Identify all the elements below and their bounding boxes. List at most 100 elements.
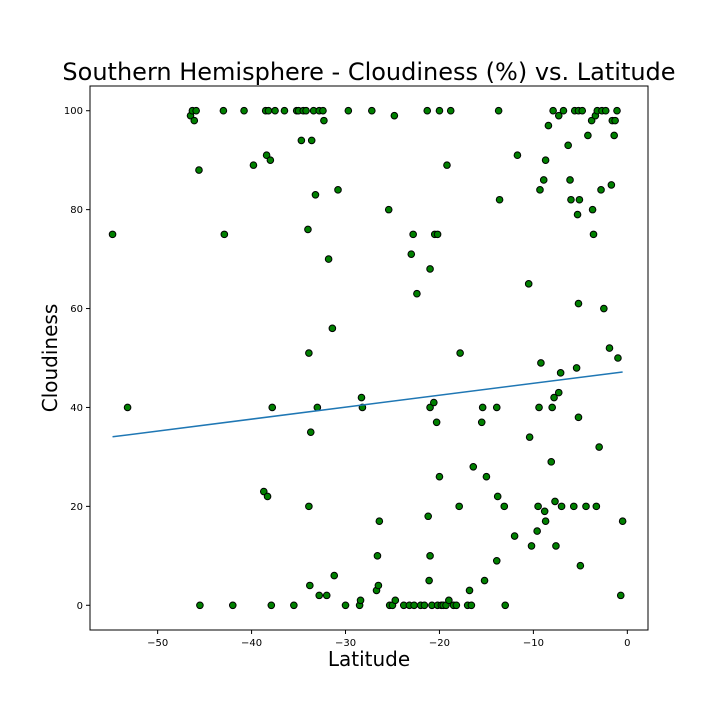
data-point — [559, 106, 568, 115]
data-point — [541, 517, 550, 526]
data-point — [482, 472, 491, 481]
data-point — [547, 458, 556, 466]
data-point — [271, 106, 279, 115]
x-tick-label: −10 — [523, 638, 544, 649]
data-point — [259, 487, 268, 496]
data-point — [368, 106, 376, 115]
data-point — [192, 106, 200, 115]
data-point — [493, 492, 502, 501]
data-point — [592, 502, 601, 511]
data-point — [575, 195, 584, 204]
data-point — [549, 106, 557, 115]
data-point — [480, 576, 489, 585]
data-point — [588, 205, 597, 214]
regression-line — [112, 371, 623, 438]
data-point — [550, 393, 558, 402]
data-point — [426, 552, 434, 560]
data-point — [426, 403, 434, 412]
data-point — [478, 403, 487, 412]
data-point — [249, 161, 258, 169]
data-point — [492, 556, 501, 565]
data-point — [456, 349, 464, 357]
data-point — [536, 186, 544, 194]
data-point — [569, 502, 578, 511]
data-point — [525, 433, 534, 441]
data-point — [330, 571, 339, 580]
data-point — [328, 324, 337, 333]
data-point — [108, 230, 117, 239]
y-tick-label: 0 — [77, 601, 83, 612]
data-point — [552, 542, 560, 550]
data-point — [495, 195, 504, 204]
data-point — [513, 151, 522, 160]
y-tick-label: 20 — [70, 502, 83, 513]
data-point — [305, 502, 313, 511]
data-point — [582, 502, 590, 511]
data-point — [280, 106, 289, 115]
data-point — [578, 106, 587, 115]
data-point — [492, 403, 501, 412]
data-point — [574, 299, 583, 308]
data-point — [391, 596, 400, 605]
data-point — [510, 532, 519, 540]
data-point — [315, 591, 324, 600]
y-tick-label: 80 — [70, 205, 83, 216]
data-point — [527, 542, 536, 550]
data-point — [443, 161, 451, 169]
data-point — [430, 398, 438, 407]
data-point — [196, 601, 204, 610]
plot-area — [89, 85, 649, 631]
data-point — [409, 230, 417, 239]
data-point — [219, 106, 228, 115]
data-point — [420, 601, 429, 610]
data-point — [607, 181, 616, 189]
data-point — [410, 601, 418, 610]
data-point — [500, 502, 509, 511]
data-point — [220, 230, 229, 239]
data-point — [374, 581, 383, 590]
data-point — [610, 131, 618, 140]
y-tick-label: 60 — [70, 304, 83, 315]
data-point — [319, 106, 327, 115]
data-point — [556, 369, 565, 377]
data-point — [467, 601, 476, 610]
data-point — [407, 250, 416, 258]
data-point — [534, 502, 542, 511]
data-point — [306, 581, 314, 590]
y-axis-label: Cloudiness — [38, 304, 62, 413]
data-point — [535, 403, 543, 412]
data-point — [390, 111, 399, 120]
data-point — [320, 116, 328, 125]
x-tick-label: 0 — [624, 638, 630, 649]
data-point — [263, 492, 272, 501]
data-point — [190, 116, 199, 125]
x-tick-label: −50 — [147, 638, 168, 649]
data-point — [302, 106, 310, 115]
data-point — [465, 586, 474, 595]
data-point — [557, 502, 566, 511]
x-tick-label: −20 — [429, 638, 450, 649]
data-point — [548, 403, 556, 412]
data-point — [469, 463, 478, 471]
data-point — [589, 230, 598, 239]
data-point — [305, 349, 313, 357]
data-point — [618, 517, 627, 526]
data-point — [614, 354, 622, 362]
data-point — [616, 591, 625, 600]
data-point — [356, 596, 365, 605]
data-point — [554, 111, 563, 120]
data-point — [306, 428, 315, 436]
data-point — [344, 106, 353, 115]
data-point — [524, 280, 533, 288]
data-point — [452, 601, 461, 610]
data-points — [108, 106, 627, 610]
data-point — [264, 106, 273, 115]
data-point — [567, 195, 575, 204]
y-tick-label: 100 — [64, 106, 83, 117]
data-point — [584, 131, 592, 140]
data-point — [445, 596, 453, 605]
data-point — [334, 186, 342, 194]
data-point — [551, 497, 559, 506]
data-point — [554, 388, 563, 397]
data-point — [540, 507, 549, 516]
